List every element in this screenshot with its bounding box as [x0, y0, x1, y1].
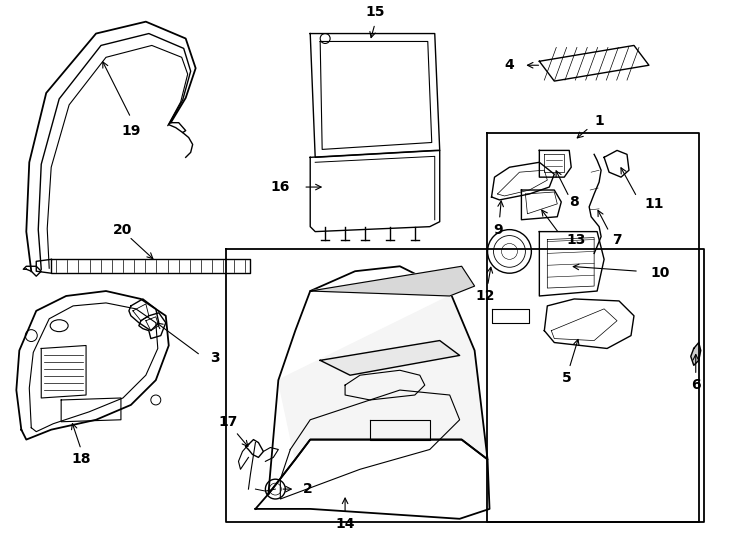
Polygon shape	[691, 342, 701, 365]
Text: 7: 7	[612, 233, 622, 247]
Text: 13: 13	[566, 233, 586, 247]
Text: 20: 20	[113, 222, 133, 237]
Text: 9: 9	[494, 222, 504, 237]
Text: 10: 10	[651, 266, 670, 280]
Text: 11: 11	[644, 197, 664, 211]
Text: 4: 4	[504, 58, 515, 72]
Text: 6: 6	[691, 378, 700, 392]
Text: 12: 12	[476, 289, 495, 303]
Text: 5: 5	[562, 371, 572, 385]
Text: 19: 19	[121, 124, 141, 138]
Polygon shape	[539, 45, 649, 81]
Text: 17: 17	[219, 415, 239, 429]
Text: 16: 16	[271, 180, 290, 194]
Text: 8: 8	[570, 195, 579, 209]
Text: 18: 18	[71, 453, 91, 467]
Polygon shape	[310, 266, 475, 296]
Text: 3: 3	[211, 352, 220, 366]
Text: 14: 14	[335, 517, 355, 531]
Polygon shape	[320, 341, 459, 375]
Polygon shape	[278, 296, 487, 460]
Text: 15: 15	[366, 5, 385, 19]
Text: 1: 1	[595, 114, 604, 127]
Text: 2: 2	[303, 482, 313, 496]
